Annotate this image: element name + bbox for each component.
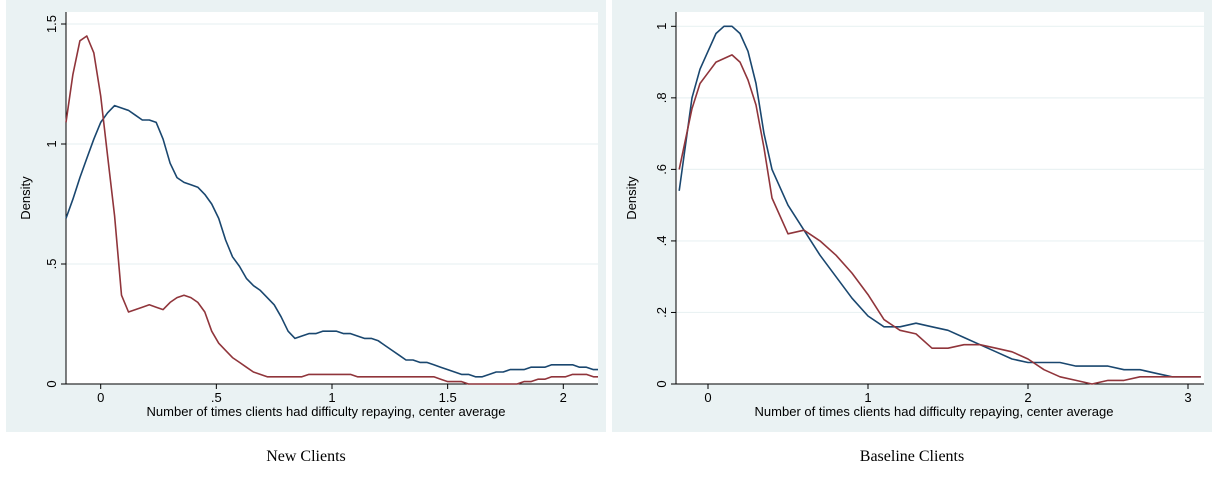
- chart-panel-new-clients: 0.5 1 1.5 2 0.5 1 1.5 Number of times clients h…: [6, 0, 606, 432]
- y-tick-label: .2: [654, 307, 669, 318]
- x-tick-label: 3: [1184, 390, 1191, 405]
- y-tick-label: 1: [44, 140, 59, 147]
- y-tick-label: .5: [44, 259, 59, 270]
- y-axis-title: Density: [18, 176, 33, 220]
- y-tick-label: .4: [654, 236, 669, 247]
- x-tick-label: 0: [97, 390, 104, 405]
- x-tick-label: 1: [328, 390, 335, 405]
- x-tick-label: 1: [864, 390, 871, 405]
- series-line-2: [65, 35, 598, 385]
- plot-area: [66, 12, 598, 384]
- series-line-2: [678, 54, 1201, 385]
- x-tick-label: 0: [704, 390, 711, 405]
- series-line-1: [678, 25, 1201, 378]
- x-tick-label: 2: [560, 390, 567, 405]
- chart-panel-baseline-clients: 0 1 2 3 0.2.4.6.8 1 Number of times clients ha…: [612, 0, 1212, 432]
- y-tick-label: .8: [654, 92, 669, 103]
- y-tick-label: .6: [654, 164, 669, 175]
- caption-baseline-clients: Baseline Clients: [859, 448, 965, 465]
- y-tick-label: 0: [654, 380, 669, 387]
- series-line-1: [65, 104, 598, 378]
- x-tick-label: 1.5: [439, 390, 457, 405]
- caption-new-clients: New Clients: [266, 448, 346, 465]
- plot-area: [676, 12, 1204, 384]
- x-axis-title: Number of times clients had difficulty r…: [755, 404, 1114, 419]
- y-axis-title: Density: [624, 176, 639, 220]
- y-tick-label: 1: [654, 23, 669, 30]
- y-tick-label: 1.5: [44, 15, 59, 33]
- x-tick-label: 2: [1024, 390, 1031, 405]
- x-axis-title: Number of times clients had difficulty r…: [147, 404, 506, 419]
- y-tick-label: 0: [44, 380, 59, 387]
- x-tick-label: .5: [211, 390, 222, 405]
